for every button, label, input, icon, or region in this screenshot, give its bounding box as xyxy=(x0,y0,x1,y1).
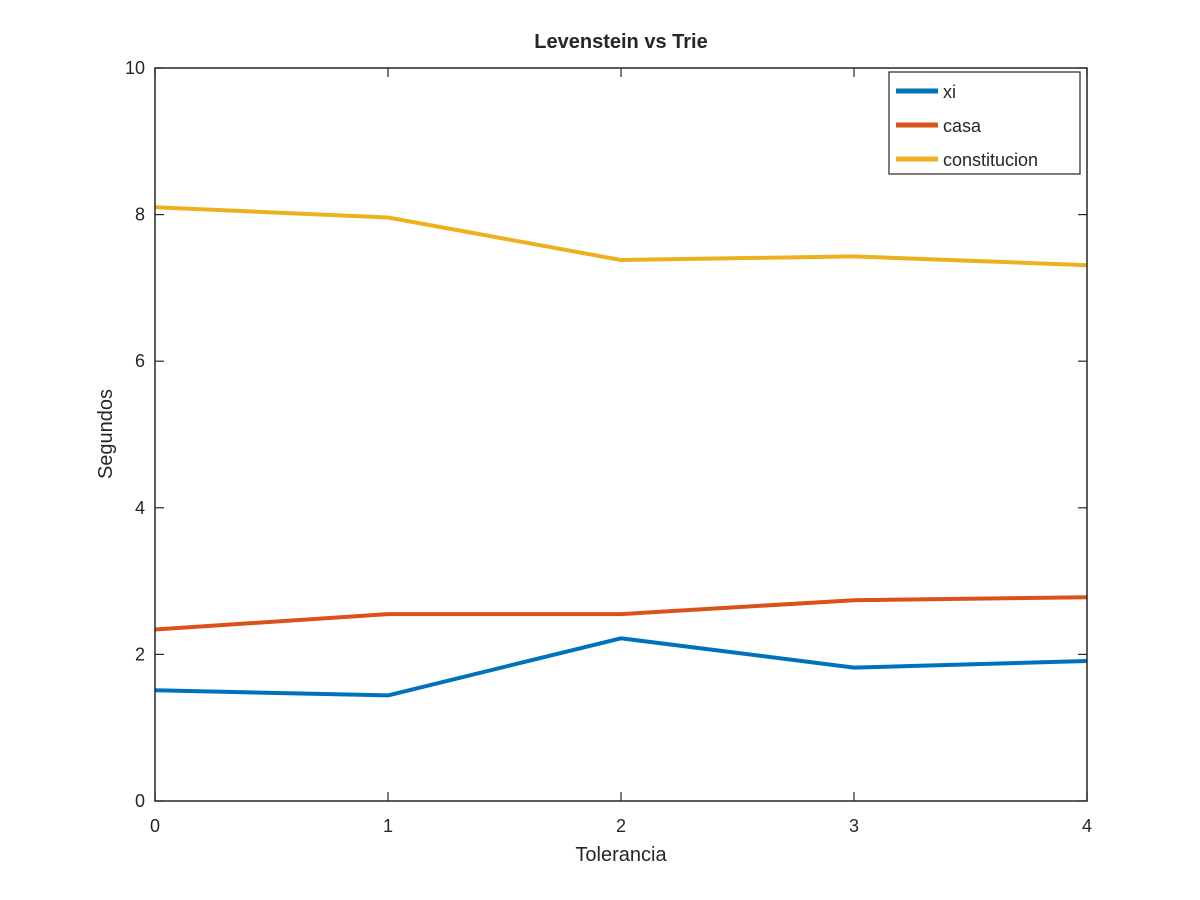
series-line-xi xyxy=(154,636,1088,698)
legend: xi casa constitucion xyxy=(888,71,1081,175)
y-tick-label: 0 xyxy=(135,791,145,811)
x-tick-label: 2 xyxy=(616,816,626,836)
legend-label-casa: casa xyxy=(943,116,982,136)
y-tick-label: 2 xyxy=(135,644,145,664)
x-tick-label: 0 xyxy=(150,816,160,836)
x-tick-label: 4 xyxy=(1082,816,1092,836)
y-tick-label: 4 xyxy=(135,498,145,518)
x-tick-label: 1 xyxy=(383,816,393,836)
legend-label-xi: xi xyxy=(943,82,956,102)
y-tick-label: 10 xyxy=(125,58,145,78)
chart-title: Levenstein vs Trie xyxy=(534,31,707,53)
series-line-casa xyxy=(154,595,1088,632)
axes-box xyxy=(154,67,1088,802)
plot-area xyxy=(155,68,1087,801)
x-tick-label: 3 xyxy=(849,816,859,836)
y-tick-label: 6 xyxy=(135,351,145,371)
series-layer xyxy=(154,205,1088,698)
legend-label-constitucion: constitucion xyxy=(943,150,1038,170)
series-line-constitucion xyxy=(154,205,1088,268)
x-axis-label: Tolerancia xyxy=(575,844,667,866)
y-axis-label: Segundos xyxy=(95,389,117,479)
ticks-layer: 0 1 2 3 4 0 2 4 6 8 10 xyxy=(125,58,1092,836)
y-tick-label: 8 xyxy=(135,205,145,225)
